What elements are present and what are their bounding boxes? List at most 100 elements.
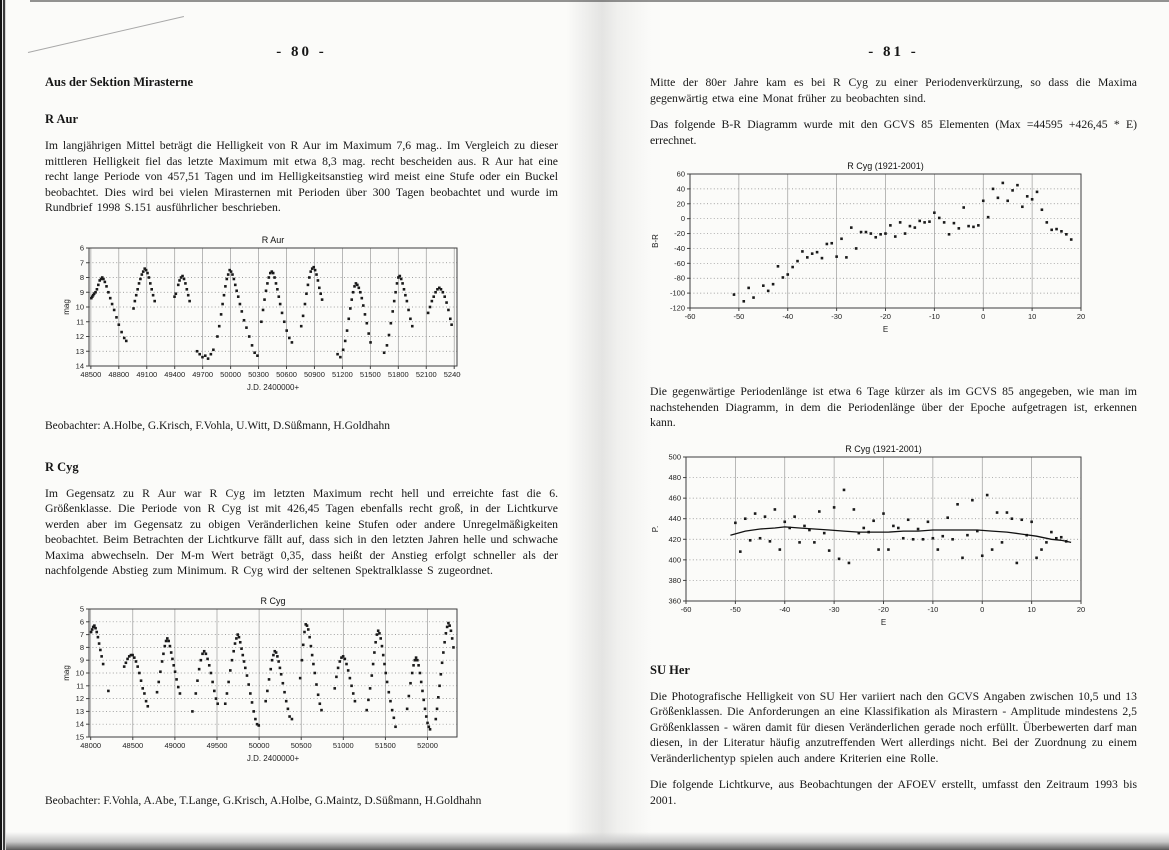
svg-text:R Cyg: R Cyg <box>260 596 285 606</box>
svg-text:50900: 50900 <box>304 370 325 379</box>
r-aur-light-curve-chart: 48500 48800 49100 49400 49700 50000 50300 50600… <box>61 232 461 398</box>
svg-text:0: 0 <box>981 312 985 321</box>
svg-text:460: 460 <box>668 493 681 502</box>
svg-text:-50: -50 <box>730 605 741 614</box>
svg-text:48500: 48500 <box>122 741 143 750</box>
svg-text:51500: 51500 <box>360 370 381 379</box>
svg-text:E: E <box>883 325 888 334</box>
svg-text:50000: 50000 <box>220 370 241 379</box>
svg-text:51000: 51000 <box>333 741 354 750</box>
section-title: Aus der Sektion Mirasterne <box>45 75 194 89</box>
svg-text:51500: 51500 <box>375 741 396 750</box>
svg-text:52400: 52400 <box>444 370 461 379</box>
svg-text:0: 0 <box>980 605 984 614</box>
svg-text:14: 14 <box>76 361 84 370</box>
svg-text:12: 12 <box>76 332 84 341</box>
paragraph-su-her-closing: Die folgende Lichtkurve, aus Beobachtung… <box>650 778 1137 807</box>
svg-text:20: 20 <box>1077 605 1085 614</box>
page-80: - 80 - Aus der Sektion Mirasterne R Aur … <box>0 0 584 850</box>
scan-bottom-edge <box>0 832 1169 850</box>
svg-text:-40: -40 <box>674 244 685 253</box>
svg-text:E: E <box>881 618 886 627</box>
heading-su-her: SU Her <box>650 662 690 677</box>
scan-left-edge <box>0 0 7 850</box>
svg-text:9: 9 <box>80 655 84 664</box>
svg-text:440: 440 <box>668 514 681 523</box>
r-cyg-light-curve-chart: 48000 48500 49000 49500 50000 50500 51000 51500… <box>61 593 461 771</box>
svg-text:-20: -20 <box>878 605 889 614</box>
observers-r-cyg: Beobachter: F.Vohla, A.Abe, T.Lange, G.K… <box>45 794 482 807</box>
svg-text:8: 8 <box>80 273 84 282</box>
page-81: - 81 - Mitte der 80er Jahre kam es bei R… <box>584 0 1169 850</box>
svg-text:14: 14 <box>76 719 84 728</box>
r-cyg-period-chart: -60 -50 -40 -30 -20 -10 0 10 20 360 380 400 420 440 46… <box>650 443 1087 635</box>
svg-text:0: 0 <box>681 214 685 223</box>
svg-text:500: 500 <box>668 452 681 461</box>
heading-r-aur: R Aur <box>45 112 78 126</box>
svg-text:6: 6 <box>80 243 84 252</box>
svg-text:J.D. 2400000+: J.D. 2400000+ <box>247 383 300 392</box>
svg-text:480: 480 <box>668 473 681 482</box>
svg-text:49000: 49000 <box>164 741 185 750</box>
svg-text:-20: -20 <box>880 312 891 321</box>
svg-text:49500: 49500 <box>207 741 228 750</box>
paragraph-r-aur: Im langjährigen Mittel beträgt die Helli… <box>45 139 558 214</box>
heading-r-cyg: R Cyg <box>45 459 79 474</box>
svg-text:20: 20 <box>677 199 685 208</box>
svg-text:mag: mag <box>62 299 71 315</box>
svg-text:50000: 50000 <box>249 741 270 750</box>
svg-text:-30: -30 <box>831 312 842 321</box>
page-number-left: - 80 - <box>276 44 327 60</box>
svg-text:13: 13 <box>76 346 84 355</box>
svg-text:10: 10 <box>76 302 84 311</box>
svg-text:7: 7 <box>80 258 84 267</box>
svg-text:-20: -20 <box>674 229 685 238</box>
svg-text:-30: -30 <box>829 605 840 614</box>
svg-text:mag: mag <box>62 665 71 681</box>
svg-text:20: 20 <box>1077 312 1085 321</box>
svg-text:52000: 52000 <box>417 741 438 750</box>
svg-text:51800: 51800 <box>388 370 409 379</box>
svg-text:J.D. 2400000+: J.D. 2400000+ <box>247 754 300 763</box>
paragraph-su-her: Die Photografische Helligkeit von SU Her… <box>650 689 1137 765</box>
svg-text:49700: 49700 <box>192 370 213 379</box>
svg-text:-60: -60 <box>674 259 685 268</box>
svg-text:50500: 50500 <box>291 741 312 750</box>
svg-text:6: 6 <box>80 617 84 626</box>
r-cyg-b-r-chart: -60 -50 -40 -30 -20 -10 0 10 20 -120 -100 -80 -60 -40… <box>650 160 1087 340</box>
svg-text:-40: -40 <box>782 312 793 321</box>
svg-text:13: 13 <box>76 706 84 715</box>
paragraph-r-cyg: Im Gegensatz zu R Aur war R Cyg im letzt… <box>45 486 558 578</box>
svg-text:-50: -50 <box>733 312 744 321</box>
page-number-right: - 81 - <box>868 44 919 60</box>
svg-text:49400: 49400 <box>164 370 185 379</box>
svg-text:10: 10 <box>1028 312 1036 321</box>
svg-text:49100: 49100 <box>136 370 157 379</box>
svg-text:48800: 48800 <box>108 370 129 379</box>
paragraph-period-shortening: Mitte der 80er Jahre kam es bei R Cyg zu… <box>650 76 1137 105</box>
svg-text:51200: 51200 <box>332 370 353 379</box>
svg-text:380: 380 <box>668 575 681 584</box>
paragraph-b-r-diagram: Das folgende B-R Diagramm wurde mit den … <box>650 118 1137 147</box>
svg-text:15: 15 <box>76 732 84 741</box>
svg-text:B-R: B-R <box>651 234 660 248</box>
svg-text:-40: -40 <box>779 605 790 614</box>
svg-text:-60: -60 <box>685 312 696 321</box>
svg-text:50300: 50300 <box>248 370 269 379</box>
paragraph-period-length: Die gegenwärtige Periodenlänge ist etwa … <box>650 385 1137 429</box>
svg-text:-10: -10 <box>929 312 940 321</box>
observers-r-aur: Beobachter: A.Holbe, G.Krisch, F.Vohla, … <box>45 419 390 432</box>
svg-text:8: 8 <box>80 642 84 651</box>
svg-text:-120: -120 <box>670 304 685 313</box>
svg-text:400: 400 <box>668 555 681 564</box>
svg-text:-10: -10 <box>927 605 938 614</box>
svg-text:7: 7 <box>80 630 84 639</box>
svg-text:60: 60 <box>677 170 685 179</box>
svg-text:420: 420 <box>668 534 681 543</box>
svg-text:-60: -60 <box>681 605 692 614</box>
svg-text:360: 360 <box>668 596 681 605</box>
svg-text:52100: 52100 <box>416 370 437 379</box>
svg-text:R Cyg (1921-2001): R Cyg (1921-2001) <box>847 161 924 171</box>
scan-top-edge <box>30 0 1169 2</box>
